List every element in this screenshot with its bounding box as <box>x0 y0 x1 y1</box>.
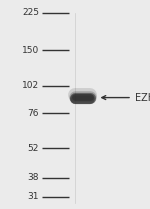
Text: 52: 52 <box>28 144 39 153</box>
Text: EZH2: EZH2 <box>135 93 150 103</box>
Text: 38: 38 <box>27 173 39 182</box>
Text: 76: 76 <box>27 109 39 118</box>
Text: 31: 31 <box>27 192 39 201</box>
Text: 225: 225 <box>22 8 39 17</box>
Text: 102: 102 <box>22 82 39 90</box>
Text: 150: 150 <box>22 46 39 55</box>
